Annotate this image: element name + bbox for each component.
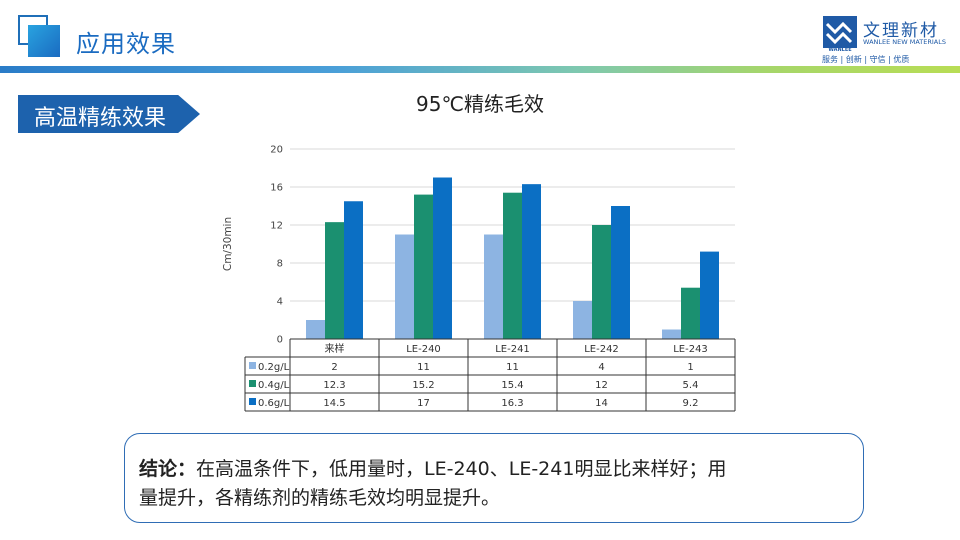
bar bbox=[573, 301, 592, 339]
bar bbox=[681, 287, 700, 339]
y-axis-label: Cm/30min bbox=[222, 217, 234, 271]
category-label: LE-243 bbox=[673, 344, 708, 355]
bar bbox=[592, 225, 611, 339]
bar bbox=[662, 329, 681, 339]
data-label: 16.3 bbox=[501, 398, 523, 409]
legend-label: 0.4g/L bbox=[258, 380, 290, 391]
bar bbox=[700, 251, 719, 339]
conclusion-text-1: 在高温条件下，低用量时，LE-240、LE-241明显比来样好；用 bbox=[196, 458, 727, 480]
bar bbox=[306, 320, 325, 339]
bar bbox=[611, 206, 630, 339]
chart-title: 95℃精练毛效 bbox=[416, 92, 544, 116]
legend-swatch bbox=[249, 362, 256, 369]
bar bbox=[522, 184, 541, 339]
section-label-text: 高温精练效果 bbox=[34, 106, 167, 131]
legend-label: 0.6g/L bbox=[258, 398, 290, 409]
section-label: 高温精练效果 bbox=[18, 95, 200, 133]
y-tick-label: 4 bbox=[277, 297, 283, 308]
y-tick-label: 8 bbox=[277, 259, 283, 270]
category-label: LE-241 bbox=[495, 344, 530, 355]
bar bbox=[414, 194, 433, 339]
category-label: LE-240 bbox=[406, 344, 441, 355]
bar bbox=[344, 201, 363, 339]
data-label: 14.5 bbox=[323, 398, 345, 409]
data-label: 12 bbox=[595, 380, 608, 391]
legend-swatch bbox=[249, 380, 256, 387]
category-label: 来样 bbox=[325, 342, 345, 355]
data-label: 9.2 bbox=[683, 398, 699, 409]
conclusion-box: 结论：在高温条件下，低用量时，LE-240、LE-241明显比来样好；用 量提升… bbox=[124, 433, 864, 523]
data-label: 5.4 bbox=[683, 380, 699, 391]
bar bbox=[395, 234, 414, 339]
y-tick-label: 12 bbox=[270, 221, 283, 232]
bar bbox=[503, 192, 522, 339]
data-label: 4 bbox=[598, 362, 604, 373]
logo-brand-name: 文理新材 bbox=[863, 21, 939, 41]
y-tick-label: 0 bbox=[277, 335, 283, 346]
y-tick-label: 16 bbox=[270, 183, 283, 194]
data-label: 11 bbox=[506, 362, 519, 373]
data-label: 17 bbox=[417, 398, 430, 409]
conclusion-line-1: 结论：在高温条件下，低用量时，LE-240、LE-241明显比来样好；用 bbox=[139, 454, 726, 481]
logo-mark-text: WANLEE bbox=[828, 47, 852, 53]
header-icon bbox=[18, 15, 62, 59]
company-logo: WANLEE 文理新材 WANLEE NEW MATERIALS 服务 | 创新… bbox=[820, 13, 955, 65]
data-label: 2 bbox=[331, 362, 337, 373]
legend-label: 0.2g/L bbox=[258, 362, 290, 373]
legend-swatch bbox=[249, 398, 256, 405]
data-label: 1 bbox=[687, 362, 693, 373]
data-label: 11 bbox=[417, 362, 430, 373]
conclusion-prefix: 结论： bbox=[139, 458, 197, 480]
bar bbox=[484, 234, 503, 339]
logo-mark-icon bbox=[823, 16, 857, 48]
bar bbox=[325, 222, 344, 339]
y-tick-label: 20 bbox=[270, 145, 283, 156]
bar bbox=[433, 177, 452, 339]
logo-slogan: 服务 | 创新 | 守信 | 优质 bbox=[822, 55, 910, 64]
data-label: 15.4 bbox=[501, 380, 523, 391]
data-label: 14 bbox=[595, 398, 608, 409]
logo-english-name: WANLEE NEW MATERIALS bbox=[863, 38, 946, 46]
header-divider bbox=[0, 66, 960, 73]
page-title: 应用效果 bbox=[76, 30, 176, 58]
data-label: 12.3 bbox=[323, 380, 345, 391]
data-label: 15.2 bbox=[412, 380, 434, 391]
conclusion-line-2: 量提升，各精练剂的精练毛效均明显提升。 bbox=[139, 487, 501, 509]
category-label: LE-242 bbox=[584, 344, 619, 355]
